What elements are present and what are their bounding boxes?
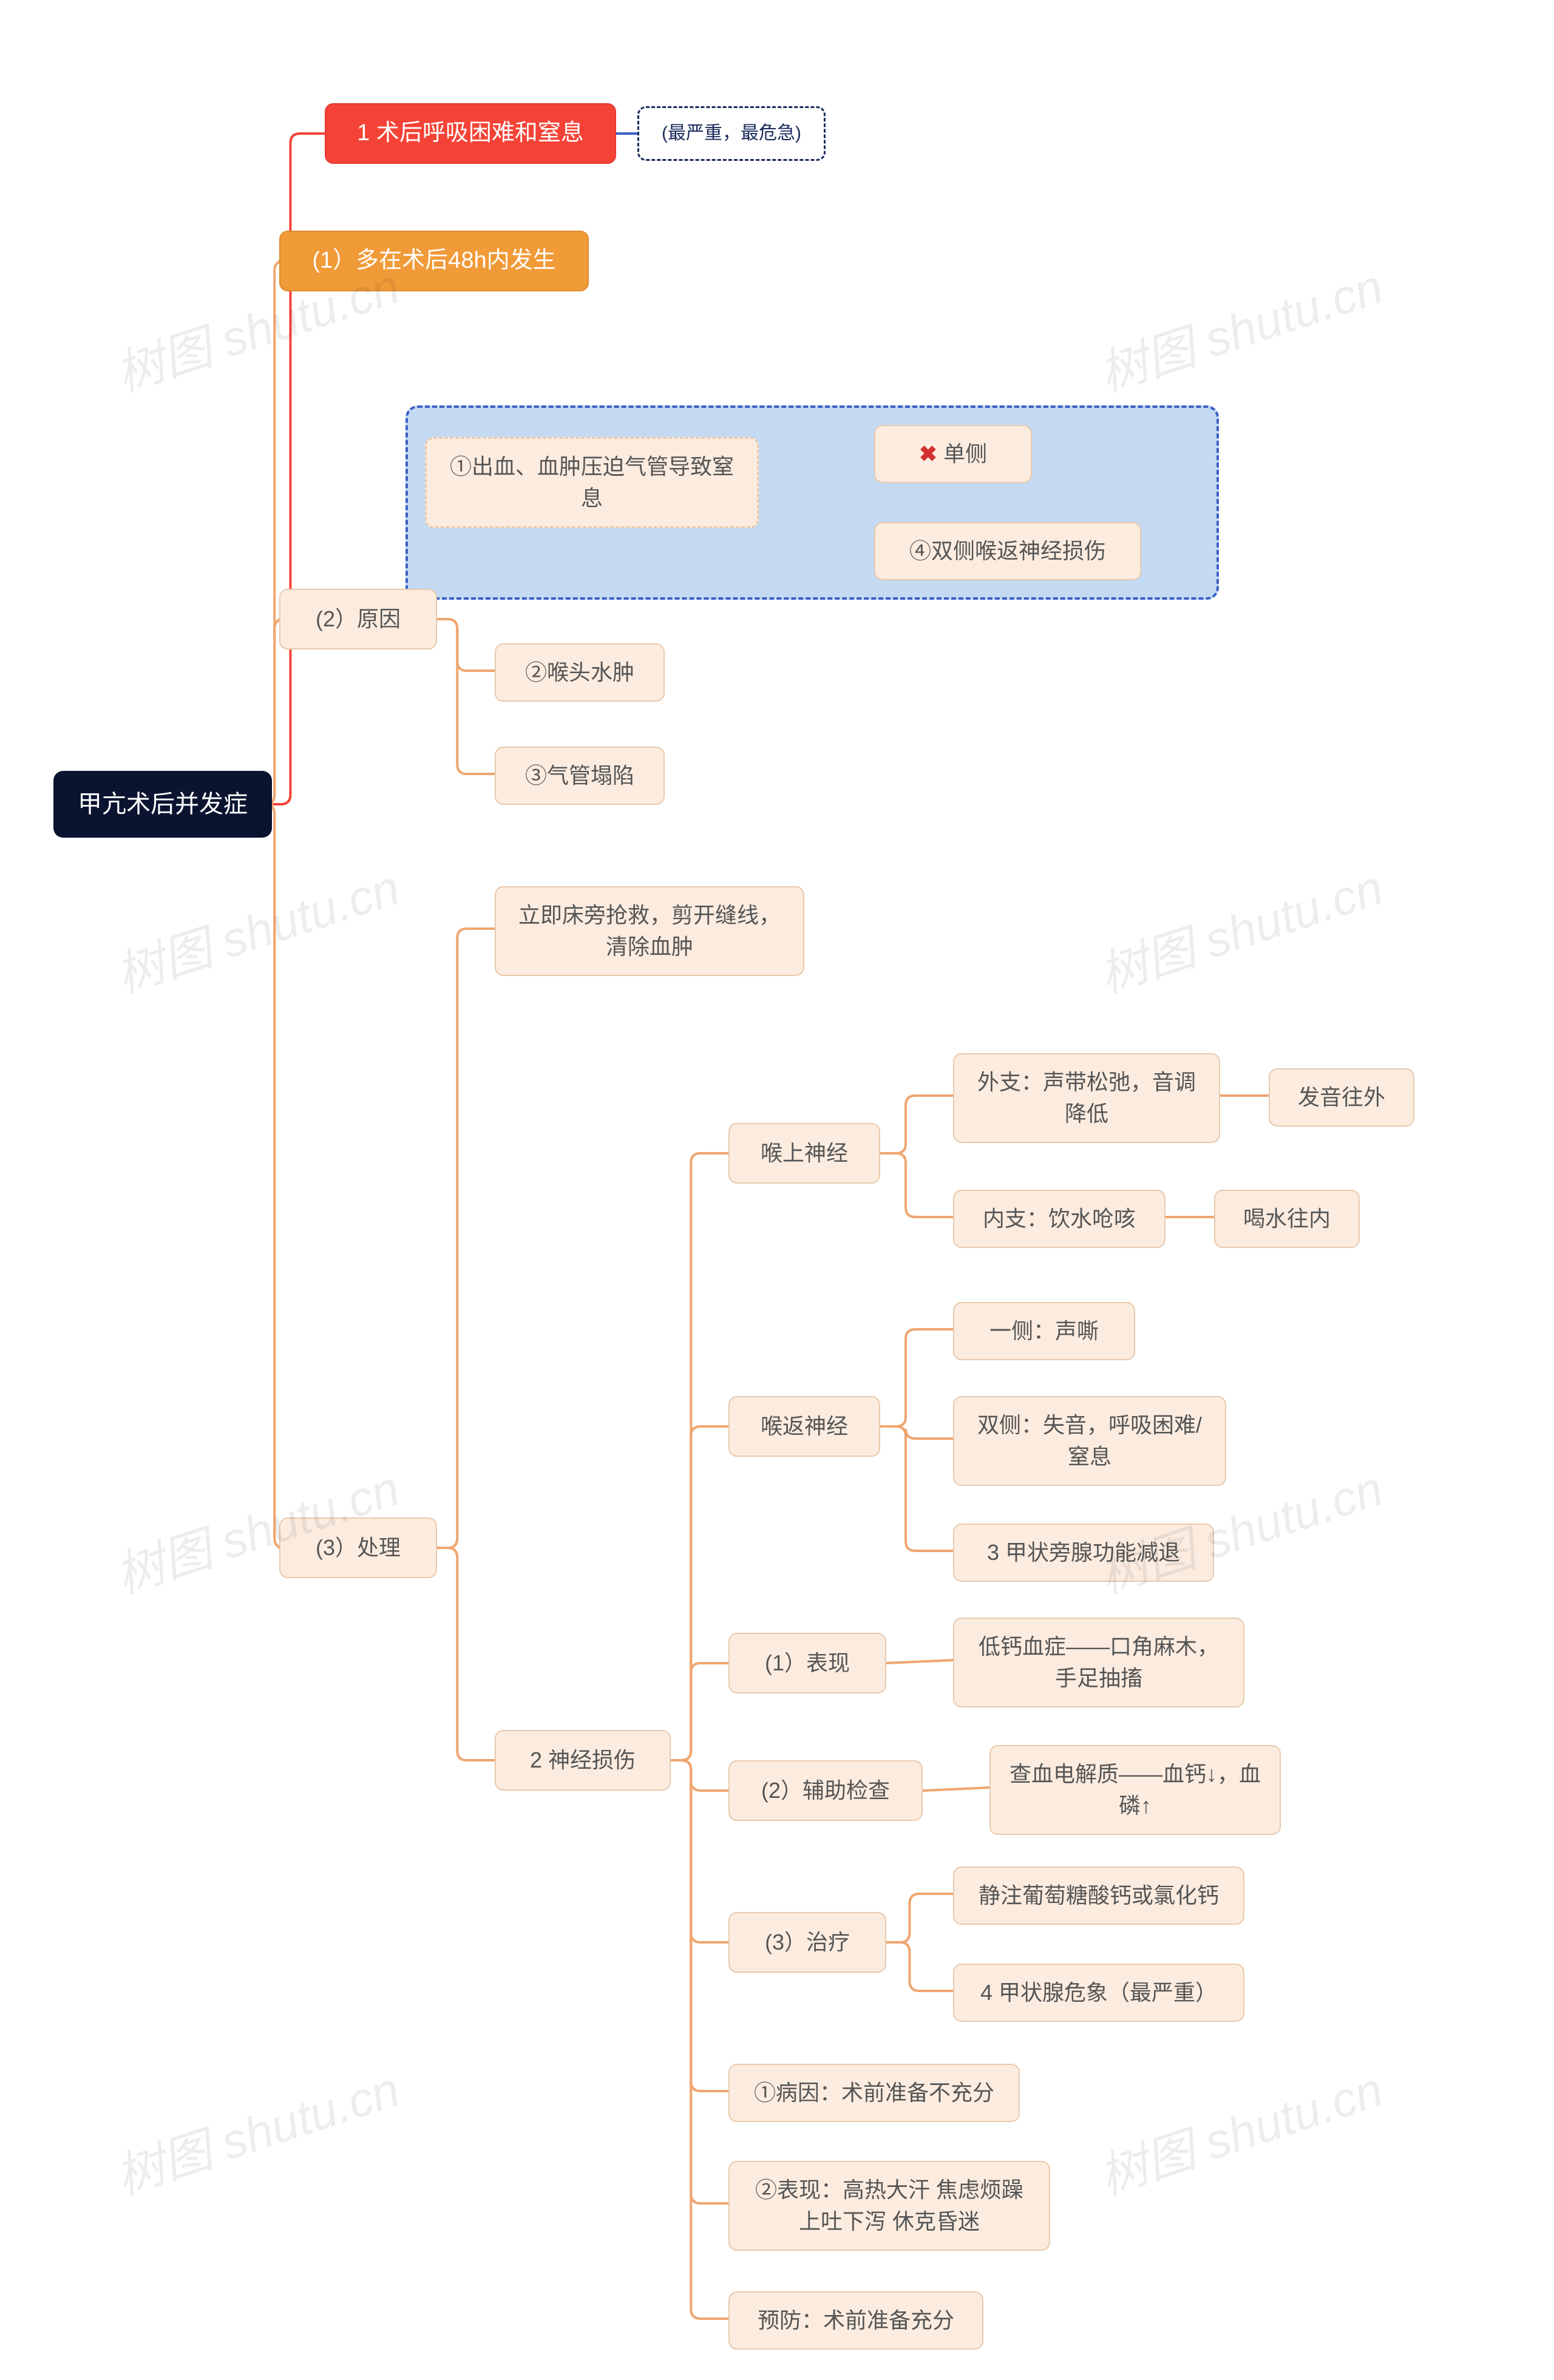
node-presentation: (1）表现 [728, 1633, 886, 1693]
node-cause-collapse: ③气管塌陷 [495, 747, 665, 805]
node-within-48h: (1）多在术后48h内发生 [279, 231, 589, 291]
node-sln-external: 外支：声带松弛，音调降低 [953, 1053, 1220, 1143]
node-presentation-detail: 低钙血症——口角麻木，手足抽搐 [953, 1618, 1244, 1707]
node-most-severe-note: (最严重，最危急) [637, 106, 826, 161]
watermark: 树图 shutu.cn [106, 2050, 407, 2208]
node-sln-internal-tip: 喝水往内 [1214, 1190, 1360, 1248]
node-storm-cause: ①病因：术前准备不充分 [728, 2064, 1020, 2122]
node-rln-both-sides: 双侧：失音，呼吸困难/窒息 [953, 1396, 1226, 1486]
node-storm-prevention: 预防：术前准备充分 [728, 2291, 983, 2350]
root-node: 甲亢术后并发症 [53, 771, 272, 838]
node-rln-parathyroid: 3 甲状旁腺功能减退 [953, 1524, 1214, 1582]
node-sln-internal: 内支：饮水呛咳 [953, 1190, 1166, 1248]
node-therapy-iv: 静注葡萄糖酸钙或氯化钙 [953, 1866, 1244, 1925]
node-recurrent-laryngeal: 喉返神经 [728, 1396, 880, 1457]
node-cause-edema: ②喉头水肿 [495, 643, 665, 702]
watermark: 树图 shutu.cn [1089, 248, 1391, 405]
watermark: 树图 shutu.cn [1089, 2050, 1391, 2208]
node-treatment-immediate: 立即床旁抢救，剪开缝线，清除血肿 [495, 886, 804, 976]
node-storm-presentation: ②表现：高热大汗 焦虑烦躁 上吐下泻 休克昏迷 [728, 2161, 1050, 2251]
node-cause-unilateral: 单侧 [874, 425, 1032, 483]
node-therapy: (3）治疗 [728, 1912, 886, 1973]
node-sln-external-tip: 发音往外 [1269, 1068, 1414, 1127]
node-cause-bleeding: ①出血、血肿压迫气管导致窒息 [425, 437, 759, 528]
node-nerve-injury: 2 神经损伤 [495, 1730, 671, 1791]
node-cause-bilateral-rln: ④双侧喉返神经损伤 [874, 522, 1141, 580]
node-thyroid-storm: 4 甲状腺危象（最严重） [953, 1964, 1244, 2022]
node-superior-laryngeal: 喉上神经 [728, 1123, 880, 1184]
node-rln-one-side: 一侧：声嘶 [953, 1302, 1135, 1360]
watermark: 树图 shutu.cn [1089, 849, 1391, 1006]
watermark: 树图 shutu.cn [106, 849, 407, 1006]
node-treatment: (3）处理 [279, 1517, 437, 1578]
node-respiratory-difficulty: 1 术后呼吸困难和窒息 [325, 103, 616, 164]
node-aux-exam-detail: 查血电解质——血钙↓，血磷↑ [989, 1745, 1281, 1835]
node-causes: (2）原因 [279, 589, 437, 649]
node-aux-exam: (2）辅助检查 [728, 1760, 923, 1821]
